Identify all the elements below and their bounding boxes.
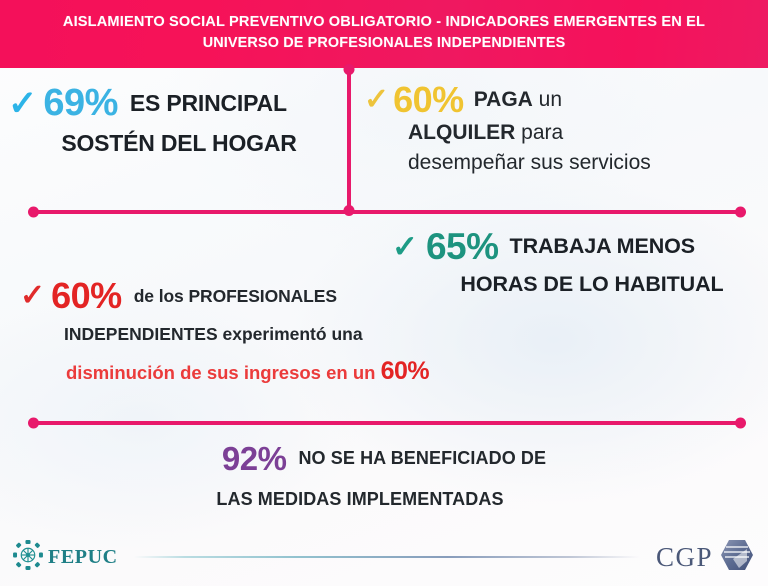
stat-4-line-2: INDEPENDIENTES experimentó una xyxy=(64,324,500,345)
footer-bar: FEPUC CGP xyxy=(0,528,768,586)
horizontal-divider-top xyxy=(32,210,742,214)
stat-block-disminucion-ingresos: ✓ 60% de los PROFESIONALES INDEPENDIENTE… xyxy=(20,278,500,386)
checkmark-icon-teal: ✓ xyxy=(392,229,418,264)
stat-4-line-3: disminución de sus ingresos en un 60% xyxy=(66,357,500,386)
stat-2-line-3: desempeñar sus servicios xyxy=(408,150,651,174)
stat-2-line-2-rest: para xyxy=(521,121,564,144)
stat-4-line-2-b: experimentó una xyxy=(222,324,363,344)
stat-4-line-1-a: de los xyxy=(133,285,184,306)
stat-2-line-2-bold: ALQUILER xyxy=(408,121,516,144)
header-banner: AISLAMIENTO SOCIAL PREVENTIVO OBLIGATORI… xyxy=(0,0,768,68)
stat-3-line-1: TRABAJA MENOS xyxy=(509,234,696,258)
stat-block-alquiler: ✓ 60% PAGA un ALQUILER para desempeñar s… xyxy=(364,82,762,178)
stat-block-menos-horas: ✓ 65% TRABAJA MENOS HORAS DE LO HABITUAL xyxy=(392,228,764,297)
stat-percent-60-ingresos: 60% xyxy=(51,275,122,316)
vertical-divider xyxy=(347,68,351,212)
stat-4-line-3-percent: 60% xyxy=(380,357,430,385)
cgp-hexagon-icon xyxy=(720,539,754,576)
checkmark-icon-cyan: ✓ xyxy=(8,83,38,123)
stat-block-no-beneficiado: 92% NO SE HA BENEFICIADO DE LAS MEDIDAS … xyxy=(0,442,768,510)
stat-4-line-1-b: PROFESIONALES xyxy=(188,285,337,306)
stat-1-line-1: ES PRINCIPAL xyxy=(129,89,287,116)
cgp-logo[interactable]: CGP xyxy=(656,539,754,576)
checkmark-icon-yellow: ✓ xyxy=(364,83,390,116)
stat-5-line-2: LAS MEDIDAS IMPLEMENTADAS xyxy=(216,489,504,509)
fepuc-wheel-icon xyxy=(10,537,46,578)
header-title-line-1: AISLAMIENTO SOCIAL PREVENTIVO OBLIGATORI… xyxy=(62,13,706,30)
stat-4-line-3-a: disminución de sus ingresos en un xyxy=(66,362,376,383)
horizontal-divider-bottom xyxy=(32,421,742,425)
stat-4-line-2-a: INDEPENDIENTES xyxy=(64,324,218,344)
checkmark-icon-red: ✓ xyxy=(20,279,46,312)
stat-5-line-1: NO SE HA BENEFICIADO DE xyxy=(298,448,547,468)
stat-2-line-1-rest: un xyxy=(538,88,563,112)
stat-4-line-1: de los PROFESIONALES xyxy=(134,286,337,307)
stat-1-line-2: SOSTÉN DEL HOGAR xyxy=(61,130,297,156)
fepuc-label: FEPUC xyxy=(48,545,118,568)
stat-percent-60-alquiler: 60% xyxy=(393,79,464,120)
header-title-line-2: UNIVERSO DE PROFESIONALES INDEPENDIENTES xyxy=(202,35,566,52)
stat-percent-65: 65% xyxy=(425,226,499,267)
footer-divider xyxy=(133,556,640,558)
stat-percent-92: 92% xyxy=(221,440,287,477)
stat-percent-69: 69% xyxy=(43,82,118,124)
fepuc-logo[interactable]: FEPUC xyxy=(10,537,118,578)
stat-2-line-2: ALQUILER para xyxy=(408,118,762,148)
stat-2-line-1-bold: PAGA xyxy=(473,88,533,112)
stat-block-sosten-del-hogar: ✓ 69% ES PRINCIPAL SOSTÉN DEL HOGAR xyxy=(8,84,344,157)
stat-2-line-1: PAGA un xyxy=(474,85,562,115)
cgp-label: CGP xyxy=(655,541,713,572)
stat-3-line-2: HORAS DE LO HABITUAL xyxy=(460,272,724,296)
